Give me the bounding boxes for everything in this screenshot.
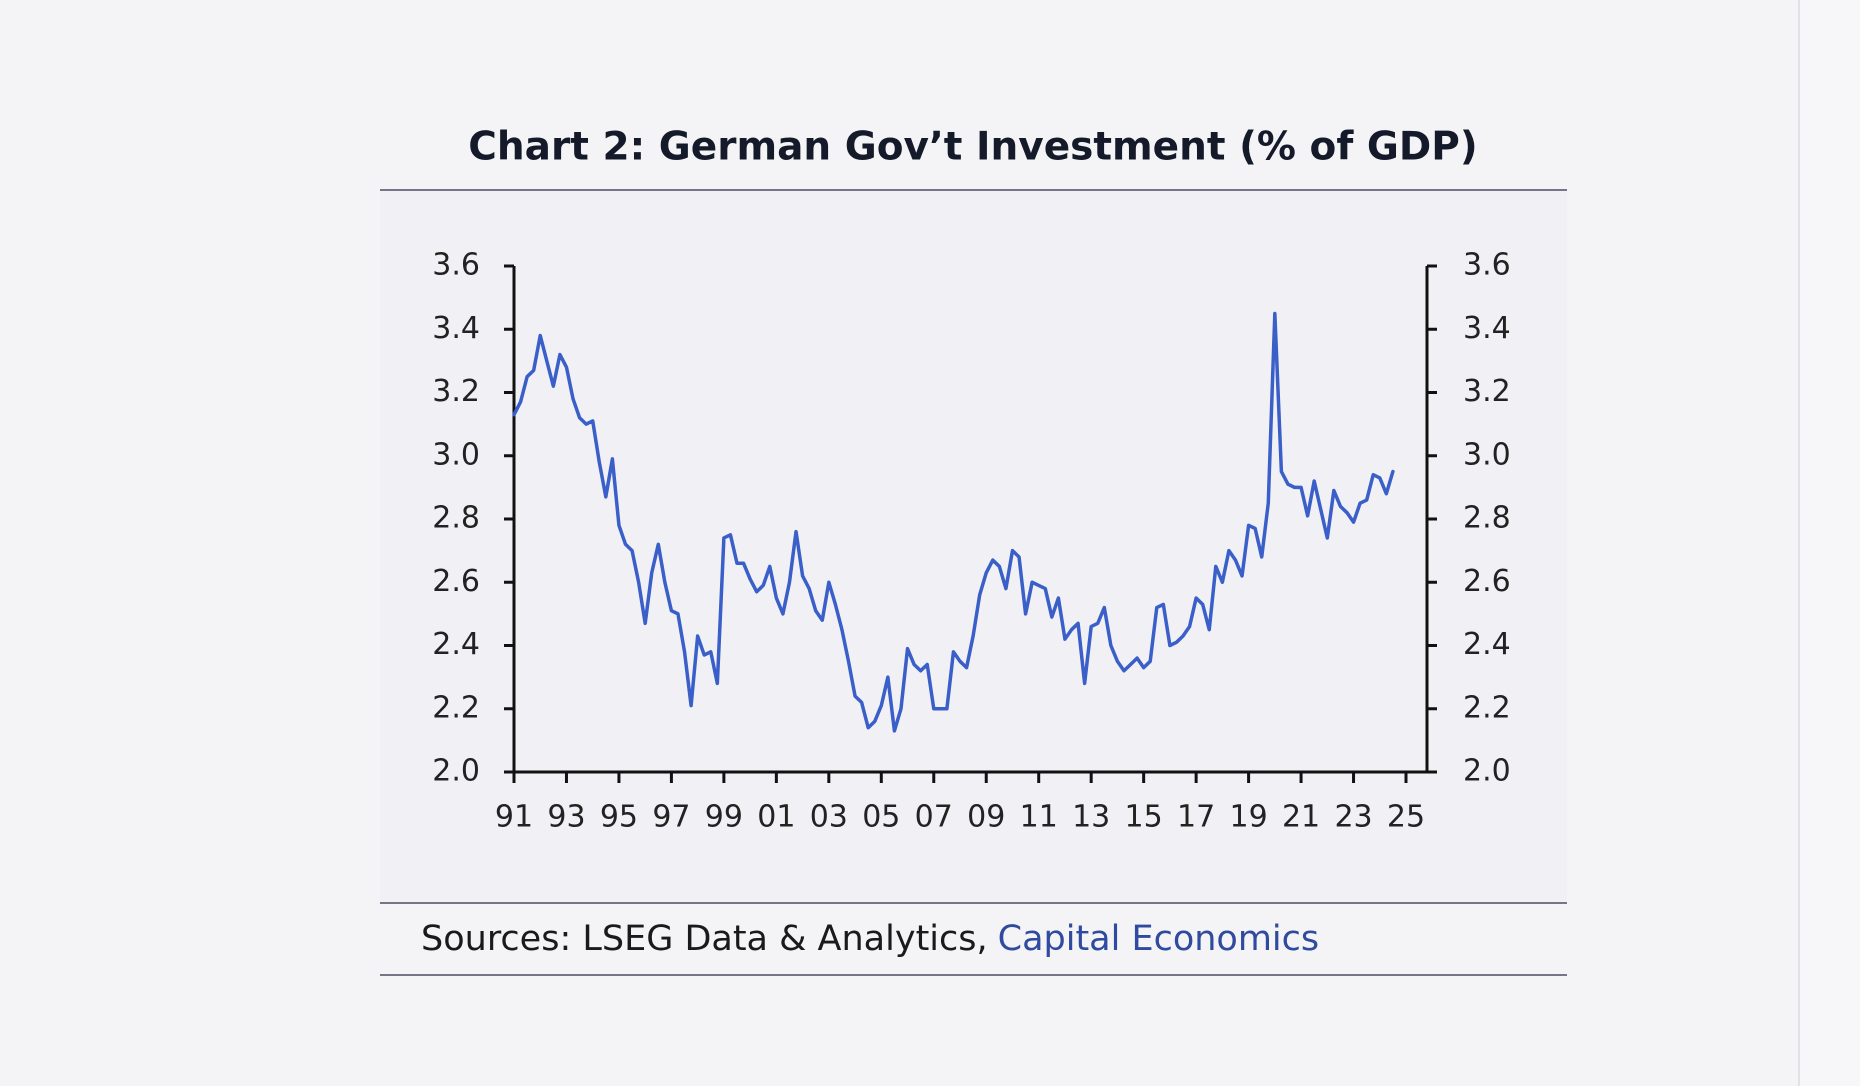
y2-tick-label: 2.0 — [1463, 754, 1511, 789]
plot-panel — [380, 190, 1567, 902]
side-panel — [1799, 0, 1860, 1086]
chart-title: Chart 2: German Gov’t Investment (% of G… — [468, 125, 1477, 170]
sources: Sources: LSEG Data & Analytics, Capital E… — [421, 919, 1319, 959]
x-tick-label: 05 — [862, 800, 900, 835]
source-link[interactable]: Capital Economics — [998, 919, 1320, 959]
y-tick-label: 2.8 — [432, 501, 480, 536]
x-tick-label: 13 — [1072, 800, 1110, 835]
y2-tick-label: 3.4 — [1463, 311, 1511, 346]
x-tick-label: 23 — [1334, 800, 1372, 835]
x-tick-label: 09 — [967, 800, 1005, 835]
x-tick-label: 11 — [1020, 800, 1058, 835]
sources-text: Sources: LSEG Data & Analytics, — [421, 919, 988, 959]
y2-tick-label: 2.6 — [1463, 564, 1511, 599]
y2-tick-label: 3.6 — [1463, 248, 1511, 283]
x-tick-label: 91 — [495, 800, 533, 835]
y-tick-label: 3.4 — [432, 311, 480, 346]
y2-tick-label: 3.0 — [1463, 437, 1511, 472]
y-tick-label: 2.2 — [432, 690, 480, 725]
y-tick-label: 2.6 — [432, 564, 480, 599]
x-tick-label: 93 — [547, 800, 585, 835]
x-tick-label: 15 — [1125, 800, 1163, 835]
y2-tick-label: 2.4 — [1463, 627, 1511, 662]
x-tick-label: 01 — [757, 800, 795, 835]
x-tick-label: 03 — [810, 800, 848, 835]
y-tick-label: 3.6 — [432, 248, 480, 283]
y2-tick-label: 3.2 — [1463, 374, 1511, 409]
x-tick-label: 07 — [915, 800, 953, 835]
y-tick-label: 2.4 — [432, 627, 480, 662]
y-tick-label: 3.2 — [432, 374, 480, 409]
y2-tick-label: 2.8 — [1463, 501, 1511, 536]
x-tick-label: 25 — [1387, 800, 1425, 835]
x-tick-label: 17 — [1177, 800, 1215, 835]
y2-tick-label: 2.2 — [1463, 690, 1511, 725]
x-tick-label: 95 — [600, 800, 638, 835]
x-tick-label: 99 — [705, 800, 743, 835]
data-line — [512, 311, 1395, 733]
x-tick-label: 19 — [1230, 800, 1268, 835]
x-tick-label: 97 — [652, 800, 690, 835]
x-tick-label: 21 — [1282, 800, 1320, 835]
y-tick-label: 2.0 — [432, 754, 480, 789]
y-tick-label: 3.0 — [432, 437, 480, 472]
